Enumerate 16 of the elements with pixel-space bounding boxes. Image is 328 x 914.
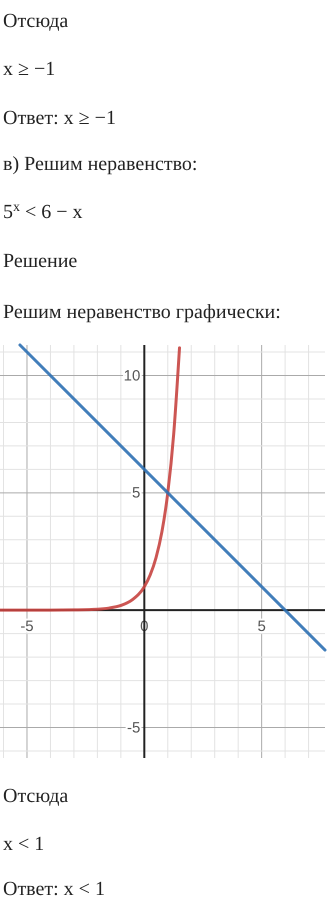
text: Решение bbox=[3, 250, 78, 272]
x-tick-label: 5 bbox=[257, 618, 266, 635]
text: Отсюда bbox=[3, 10, 68, 32]
text: Отсюда bbox=[3, 785, 68, 807]
y-tick-label: 10 bbox=[124, 367, 140, 384]
text: 5$^{x}$ < 6 − x bbox=[3, 200, 83, 223]
text: Ответ: x ≥ −1 bbox=[3, 107, 116, 129]
chart-title: Решим неравенство графически: bbox=[3, 301, 281, 323]
y-tick-label: -5 bbox=[126, 719, 140, 736]
text: Ответ: x < 1 bbox=[3, 878, 105, 900]
x-tick-label: -5 bbox=[20, 618, 34, 635]
text: x < 1 bbox=[3, 833, 44, 855]
line-series bbox=[0, 346, 182, 612]
text: x ≥ −1 bbox=[3, 58, 56, 80]
text: в) Решим неравенство: bbox=[3, 153, 198, 175]
y-tick-label: 5 bbox=[132, 484, 140, 502]
